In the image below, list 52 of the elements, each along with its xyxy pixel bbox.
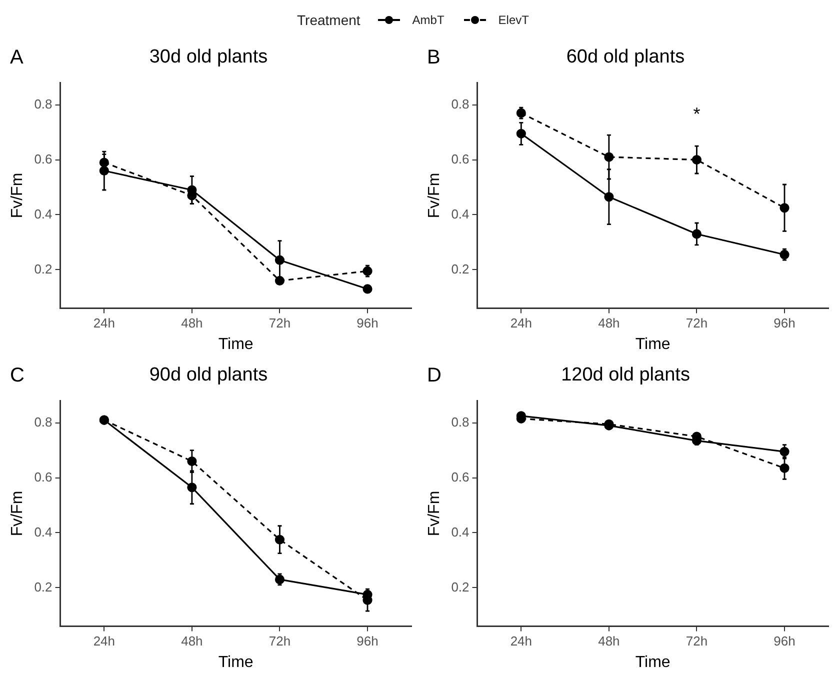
y-tick-label: 0.4	[451, 524, 470, 540]
y-tick-label: 0.6	[34, 151, 52, 166]
x-tick-label: 72h	[686, 634, 708, 649]
y-axis-title: Fv/Fm	[426, 172, 444, 218]
chart-title: 90d old plants	[149, 364, 268, 386]
y-tick-label: 0.2	[451, 579, 470, 594]
x-tick-label: 24h	[510, 316, 532, 331]
y-axis-title: Fv/Fm	[9, 172, 26, 218]
y-tick-label: 0.2	[451, 261, 470, 276]
x-tick-label: 96h	[774, 634, 796, 649]
x-axis-title: Time	[218, 654, 254, 671]
x-tick-label: 48h	[181, 634, 203, 649]
y-tick-label: 0.2	[34, 579, 52, 594]
chart-title: 60d old plants	[566, 46, 685, 68]
y-axis-title: Fv/Fm	[9, 490, 26, 536]
chart-title: 120d old plants	[561, 364, 690, 386]
x-tick-label: 24h	[93, 634, 116, 649]
x-axis-title: Time	[218, 336, 254, 353]
x-tick-label: 48h	[598, 316, 620, 331]
y-tick-label: 0.8	[451, 96, 470, 112]
y-tick-label: 0.2	[34, 261, 52, 276]
annotation: *	[693, 104, 700, 124]
y-tick-label: 0.8	[34, 96, 52, 112]
legend-label: ElevT	[498, 13, 529, 27]
x-axis-title: Time	[635, 654, 670, 671]
x-tick-label: 72h	[268, 634, 291, 649]
text: B	[427, 46, 440, 69]
x-tick-label: 96h	[774, 316, 796, 331]
x-axis-title: Time	[635, 336, 670, 353]
x-tick-label: 48h	[598, 634, 620, 649]
text: D	[427, 364, 442, 387]
text: C	[10, 364, 24, 387]
x-tick-label: 72h	[268, 316, 291, 331]
y-tick-label: 0.8	[34, 414, 52, 430]
text: A	[10, 46, 24, 69]
y-tick-label: 0.6	[451, 151, 470, 166]
x-tick-label: 24h	[93, 316, 116, 331]
legend-title: Treatment	[297, 12, 360, 28]
y-tick-label: 0.8	[451, 414, 470, 430]
y-tick-label: 0.4	[34, 524, 52, 540]
x-tick-label: 96h	[356, 316, 378, 331]
x-tick-label: 48h	[181, 316, 203, 331]
y-tick-label: 0.4	[451, 206, 470, 222]
x-tick-label: 96h	[356, 634, 378, 649]
y-tick-label: 0.4	[34, 206, 52, 222]
y-tick-label: 0.6	[451, 469, 470, 484]
y-tick-label: 0.6	[34, 469, 52, 484]
x-tick-label: 72h	[686, 316, 708, 331]
legend-label: AmbT	[412, 13, 444, 27]
y-axis-title: Fv/Fm	[426, 490, 444, 536]
x-tick-label: 24h	[510, 634, 532, 649]
chart-title: 30d old plants	[149, 46, 268, 68]
